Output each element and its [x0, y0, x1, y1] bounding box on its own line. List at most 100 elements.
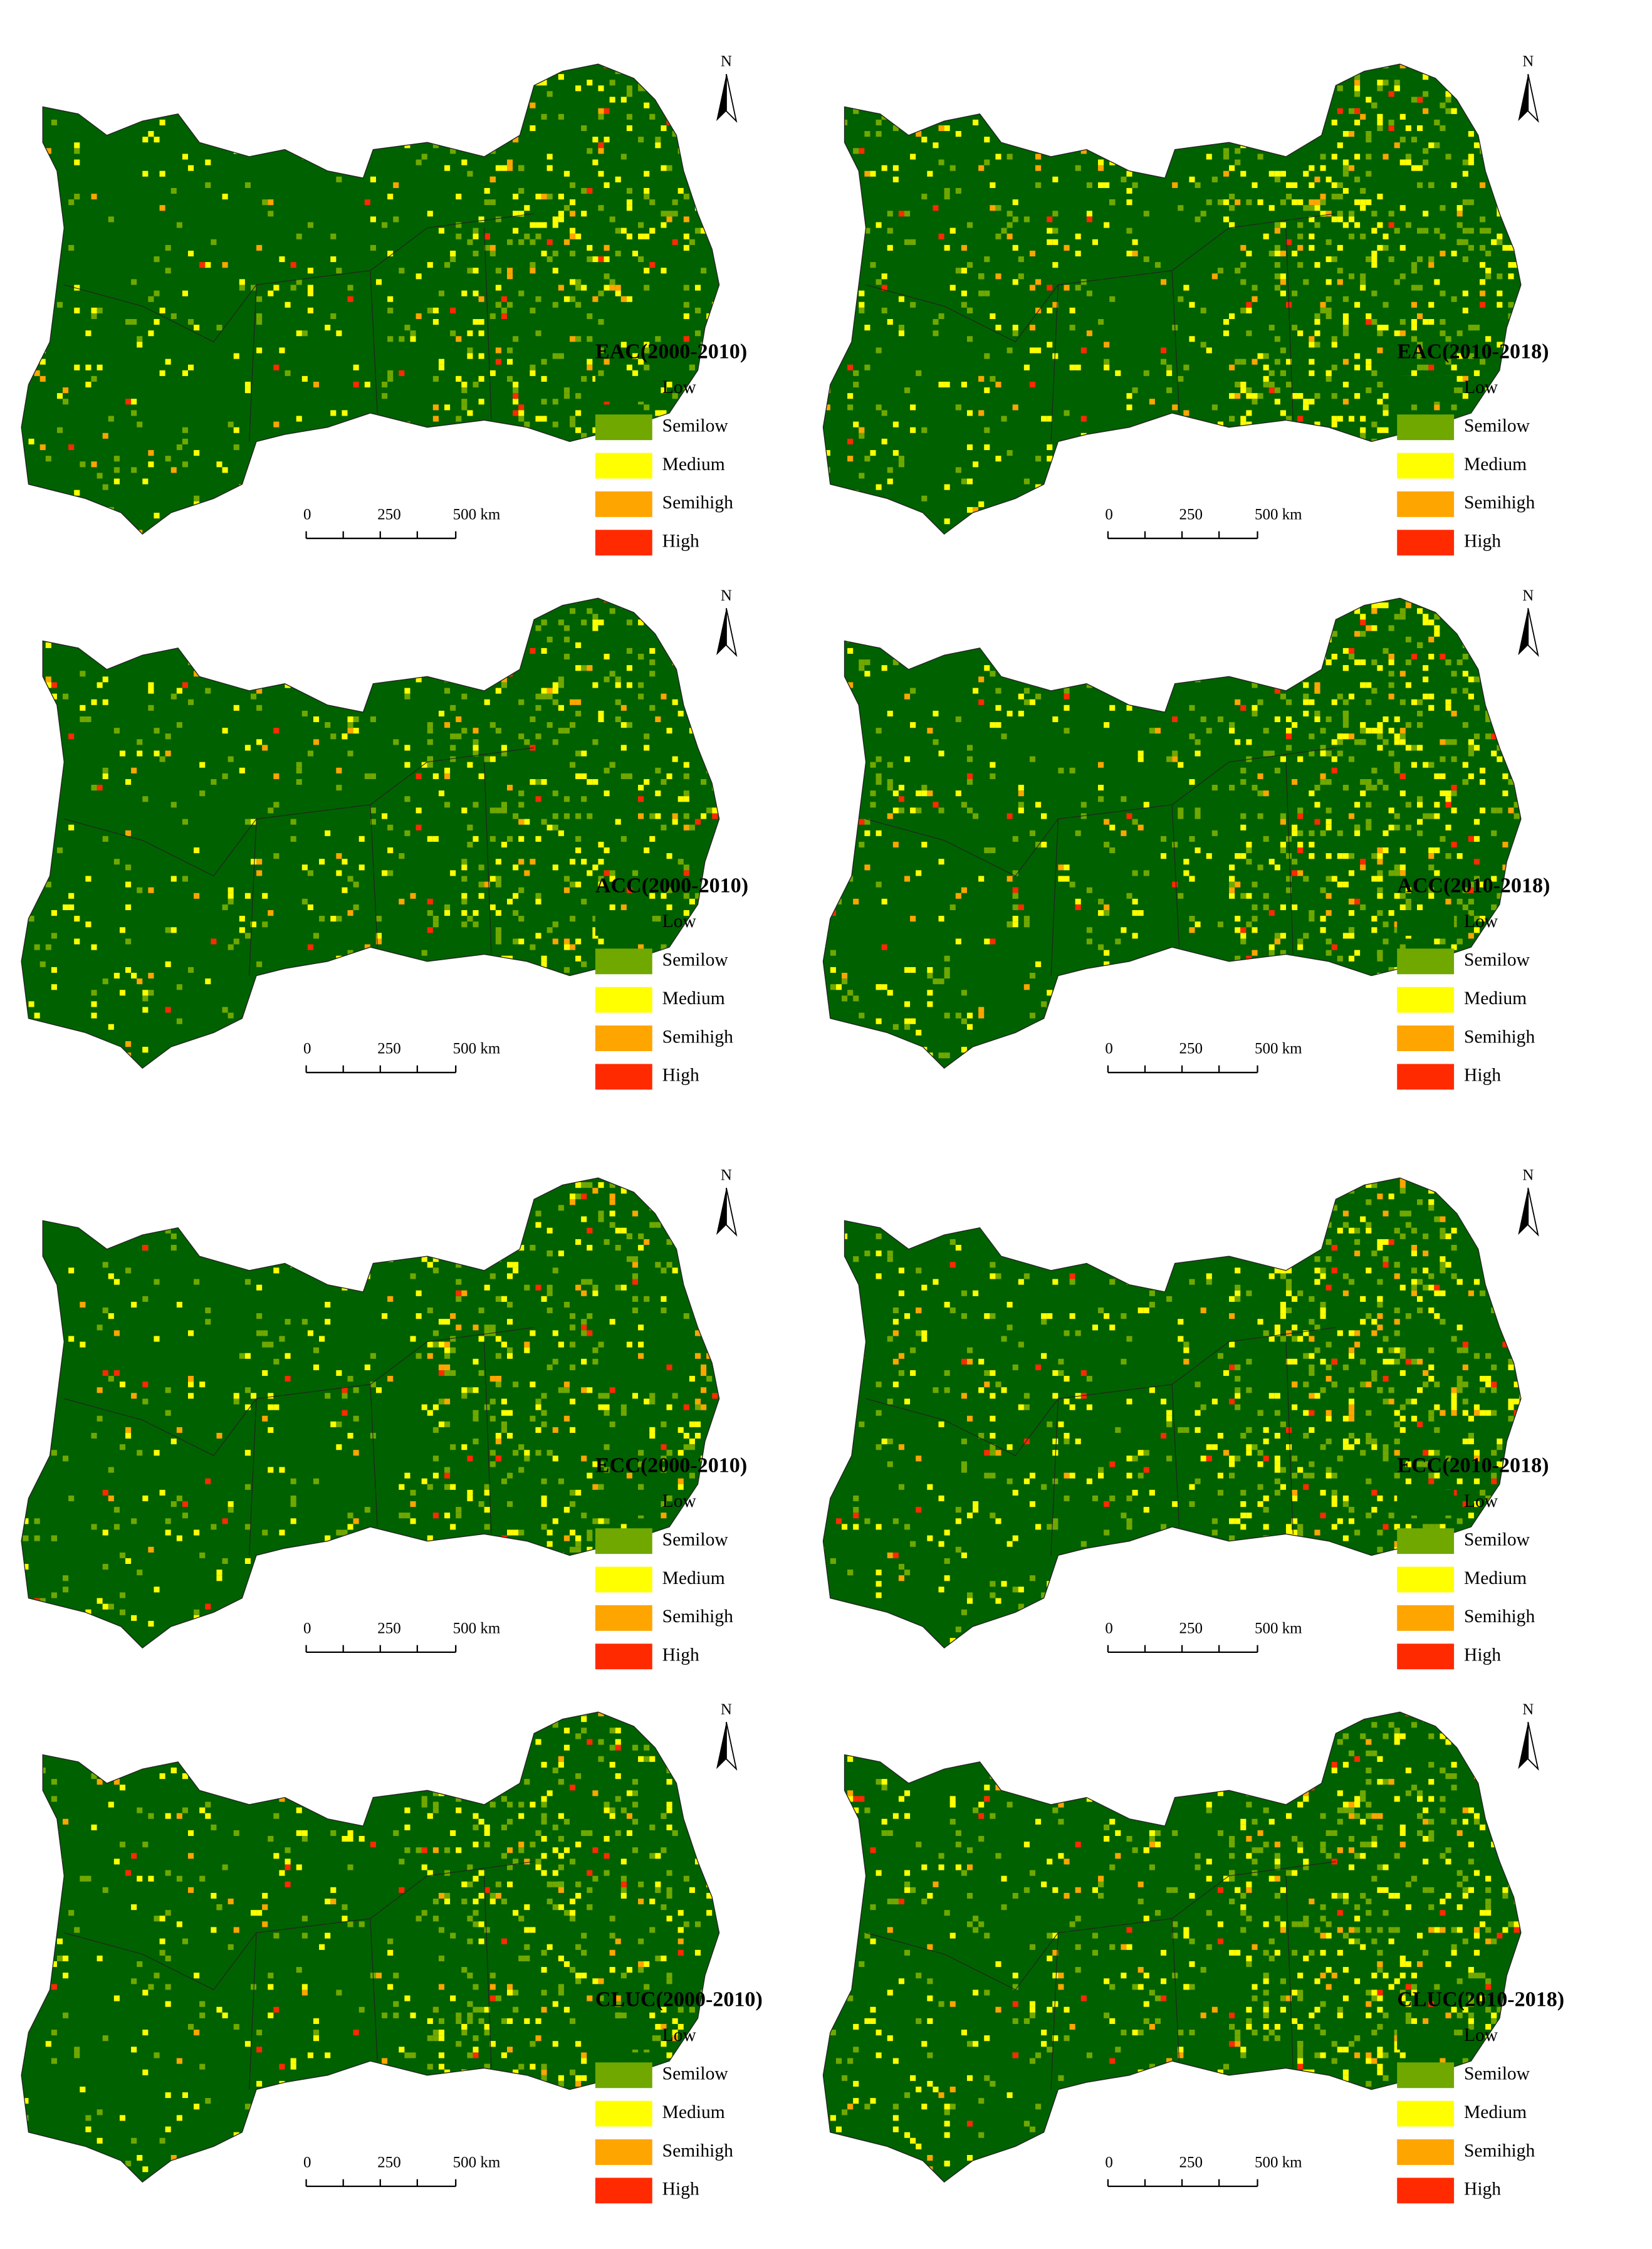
map-cell	[1462, 170, 1468, 177]
map-cell	[944, 102, 950, 108]
map-cell	[484, 524, 490, 530]
map-cell	[638, 693, 644, 700]
map-cell	[944, 1012, 950, 1019]
map-cell	[250, 625, 257, 631]
map-cell	[1052, 239, 1059, 245]
map-cell	[279, 518, 285, 525]
map-cell	[296, 762, 302, 768]
map-cell	[416, 131, 422, 137]
map-cell	[244, 1524, 251, 1530]
map-cell	[530, 1632, 536, 1638]
map-cell	[1337, 244, 1343, 251]
map-cell	[1104, 222, 1110, 228]
map-cell	[176, 1018, 182, 1024]
map-cell	[473, 1358, 479, 1365]
map-cell	[620, 722, 627, 728]
map-cell	[325, 1319, 331, 1325]
map-cell	[835, 113, 842, 120]
map-cell	[847, 256, 854, 263]
map-cell	[1485, 484, 1492, 490]
map-cell	[1132, 933, 1138, 939]
map-cell	[142, 1381, 149, 1388]
map-cell	[1263, 836, 1269, 842]
map-cell	[587, 1035, 593, 1042]
map-cell	[1434, 142, 1440, 149]
map-cell	[1132, 898, 1138, 904]
map-cell	[649, 228, 656, 234]
map-cell	[569, 336, 576, 342]
map-cell	[626, 518, 632, 525]
map-cell	[1314, 444, 1320, 451]
map-cell	[1263, 137, 1269, 143]
map-cell	[1456, 853, 1463, 859]
map-cell	[1240, 990, 1247, 996]
map-cell	[74, 490, 80, 496]
map-cell	[45, 750, 51, 757]
map-cell	[1098, 159, 1104, 165]
map-cell	[558, 728, 564, 734]
map-cell	[661, 1512, 667, 1519]
map-cell	[506, 1024, 513, 1030]
map-cell	[518, 290, 525, 296]
map-cell	[661, 1632, 667, 1638]
map-cell	[1331, 216, 1337, 223]
map-cell	[1377, 119, 1383, 125]
map-cell	[1223, 642, 1230, 648]
map-cell	[1240, 1035, 1247, 1042]
map-cell	[467, 456, 473, 462]
map-cell	[68, 1267, 75, 1274]
map-cell	[1360, 473, 1366, 479]
map-cell	[1285, 728, 1292, 734]
map-cell	[131, 972, 137, 979]
map-cell	[978, 290, 985, 296]
map-cell	[1371, 1007, 1378, 1013]
map-cell	[718, 864, 719, 871]
map-cell	[518, 916, 525, 922]
map-cell	[1473, 142, 1480, 149]
map-cell	[347, 716, 353, 723]
map-cell	[1121, 176, 1127, 182]
map-cell	[450, 473, 456, 479]
map-cell	[1360, 187, 1366, 194]
map-cell	[1075, 364, 1081, 370]
map-cell	[644, 64, 650, 69]
map-cell	[552, 699, 558, 705]
map-cell	[489, 1586, 496, 1593]
map-cell	[1337, 881, 1343, 888]
map-cell	[404, 693, 410, 700]
map-cell	[1297, 222, 1304, 228]
map-cell	[1274, 222, 1280, 228]
map-cell	[1456, 74, 1463, 80]
map-cell	[1456, 353, 1463, 359]
map-cell	[581, 1512, 587, 1519]
map-cell	[598, 347, 604, 354]
map-cell	[45, 1376, 51, 1382]
map-cell	[1280, 290, 1286, 296]
map-cell	[830, 682, 836, 688]
map-cell	[250, 64, 257, 69]
map-cell	[541, 778, 547, 785]
map-cell	[489, 1376, 496, 1382]
map-cell	[501, 473, 507, 479]
map-cell	[159, 170, 165, 177]
map-cell	[1285, 119, 1292, 125]
map-cell	[34, 319, 40, 325]
map-cell	[598, 938, 604, 945]
map-cell	[575, 233, 582, 239]
map-cell	[1513, 716, 1520, 723]
map-cell	[876, 347, 882, 354]
map-cell	[68, 199, 75, 206]
map-cell	[1388, 1029, 1394, 1035]
map-cell	[1417, 608, 1423, 614]
map-cell	[1235, 381, 1241, 388]
map-cell	[1519, 375, 1521, 382]
map-cell	[1252, 68, 1258, 75]
map-cell	[513, 1188, 519, 1194]
map-cell	[438, 1239, 445, 1245]
map-cell	[34, 847, 40, 854]
map-cell	[165, 268, 171, 274]
map-cell	[1160, 853, 1167, 859]
map-cell	[955, 790, 961, 797]
map-cell	[1502, 176, 1508, 182]
map-cell	[85, 876, 91, 882]
